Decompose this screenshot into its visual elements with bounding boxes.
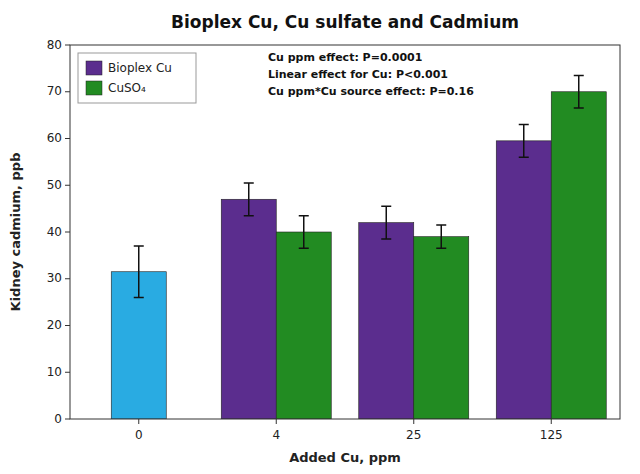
error-bar bbox=[574, 75, 584, 108]
error-bar bbox=[519, 124, 529, 157]
legend-swatch bbox=[86, 61, 102, 75]
x-axis-label: Added Cu, ppm bbox=[289, 450, 401, 465]
y-tick-label: 80 bbox=[47, 38, 62, 52]
y-tick-label: 50 bbox=[47, 178, 62, 192]
y-tick-label: 70 bbox=[47, 84, 62, 98]
annotation: Cu ppm*Cu source effect: P=0.16 bbox=[268, 85, 474, 98]
y-tick-label: 40 bbox=[47, 225, 62, 239]
legend: Bioplex Cu CuSO₄ bbox=[78, 53, 196, 103]
y-tick bbox=[65, 325, 70, 326]
x-tick bbox=[276, 419, 277, 424]
error-bar bbox=[381, 206, 391, 239]
bar bbox=[551, 92, 606, 419]
y-tick-label: 60 bbox=[47, 131, 62, 145]
y-tick bbox=[65, 419, 70, 420]
chart: 0 10 20 30 40 50 60 70 80 0 4 25 125 Bioplex Cu, Cu s… bbox=[0, 0, 640, 474]
legend-label: CuSO₄ bbox=[108, 81, 146, 95]
annotation: Cu ppm effect: P=0.0001 bbox=[268, 51, 422, 64]
x-tick bbox=[413, 419, 414, 424]
y-axis-label: Kidney cadmium, ppb bbox=[8, 153, 23, 312]
legend-box bbox=[78, 53, 196, 103]
y-tick bbox=[65, 372, 70, 373]
x-tick bbox=[551, 419, 552, 424]
legend-swatch bbox=[86, 81, 102, 95]
bar bbox=[221, 199, 276, 419]
x-tick-label: 0 bbox=[135, 428, 143, 442]
error-bar bbox=[436, 225, 446, 248]
x-tick bbox=[138, 419, 139, 424]
error-bars bbox=[134, 75, 584, 297]
y-tick-label: 20 bbox=[47, 318, 62, 332]
error-bar bbox=[134, 246, 144, 297]
y-tick bbox=[65, 185, 70, 186]
y-tick bbox=[65, 91, 70, 92]
error-bar bbox=[299, 216, 309, 249]
x-tick-label: 4 bbox=[272, 428, 280, 442]
annotation: Linear effect for Cu: P<0.001 bbox=[268, 68, 448, 81]
bar bbox=[276, 232, 331, 419]
y-tick bbox=[65, 232, 70, 233]
y-tick bbox=[65, 278, 70, 279]
bar bbox=[414, 237, 469, 419]
y-tick-label: 10 bbox=[47, 365, 62, 379]
bar bbox=[359, 223, 414, 419]
error-bar bbox=[244, 183, 254, 216]
title: Bioplex Cu, Cu sulfate and Cadmium bbox=[171, 12, 519, 32]
bars bbox=[111, 92, 606, 419]
x-tick-label: 125 bbox=[540, 428, 563, 442]
bar bbox=[496, 141, 551, 419]
x-tick-label: 25 bbox=[406, 428, 421, 442]
plot-frame bbox=[70, 45, 620, 419]
y-tick bbox=[65, 138, 70, 139]
legend-label: Bioplex Cu bbox=[108, 61, 172, 75]
y-tick-label: 30 bbox=[47, 271, 62, 285]
y-tick-label: 0 bbox=[54, 412, 62, 426]
y-tick bbox=[65, 45, 70, 46]
